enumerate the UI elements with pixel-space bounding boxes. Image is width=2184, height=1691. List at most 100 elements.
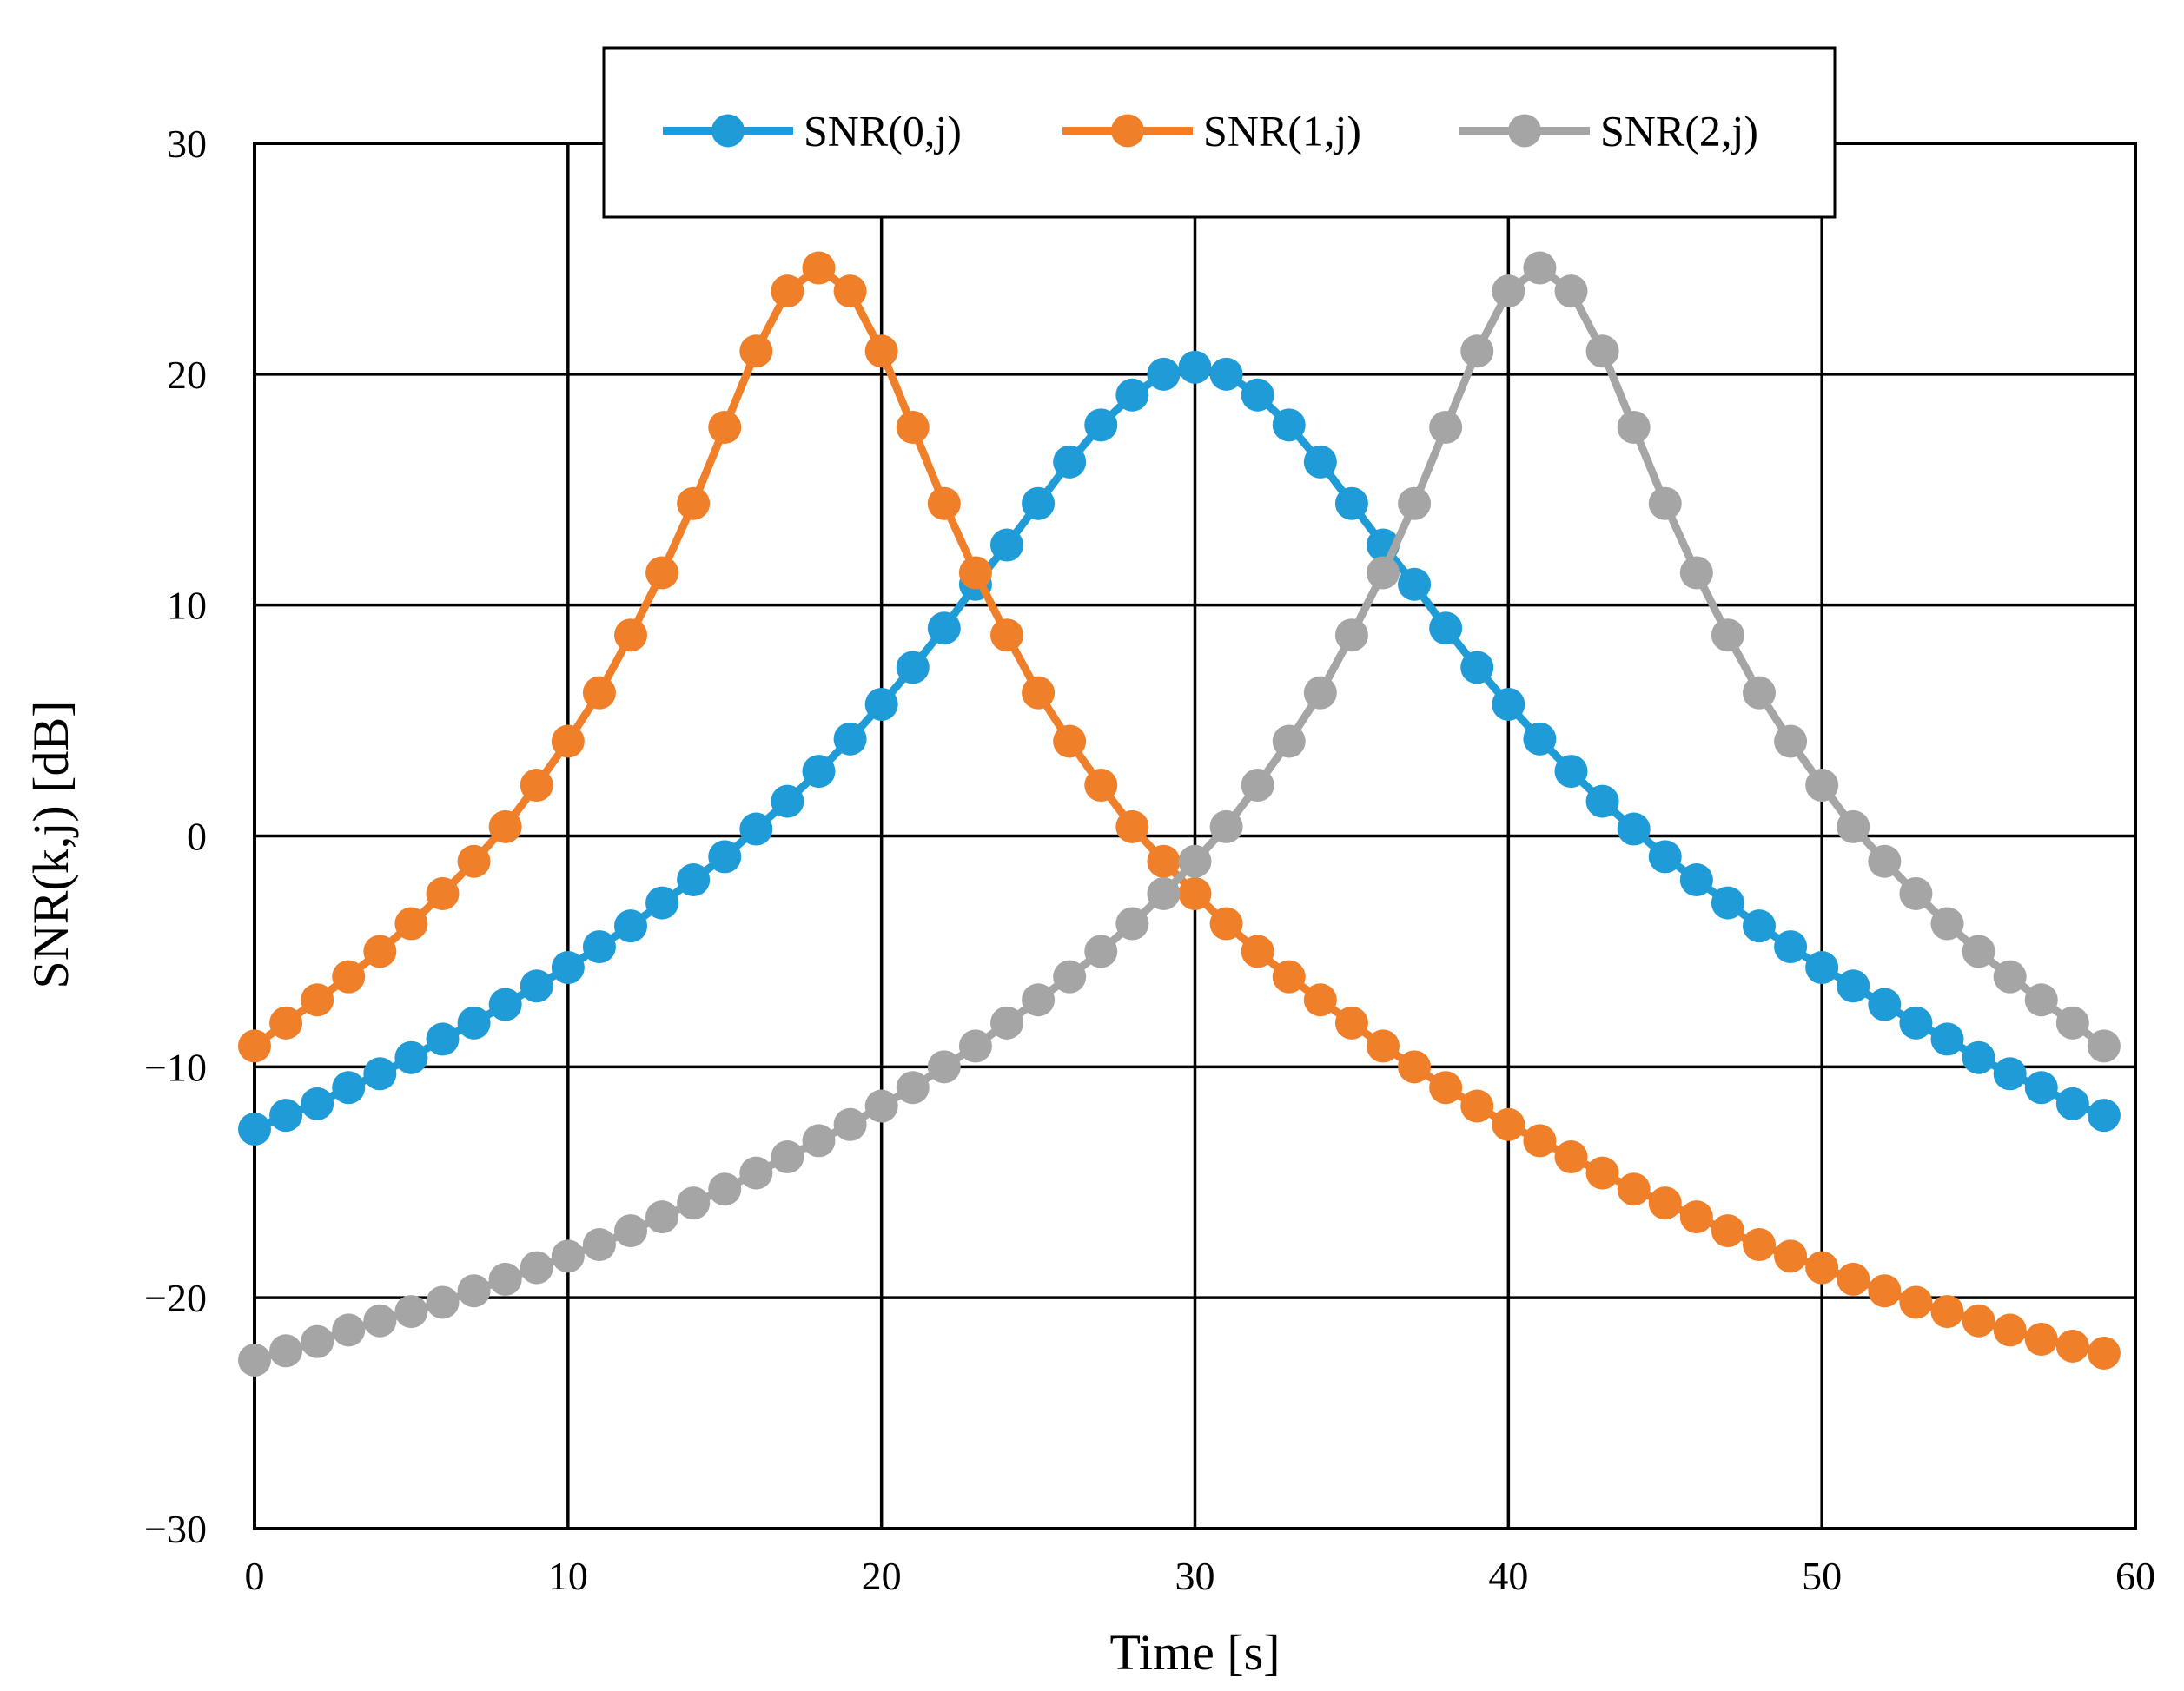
x-axis-title: Time [s] [1109, 1624, 1280, 1681]
data-point [1617, 410, 1651, 444]
data-point [1272, 408, 1306, 442]
y-tick-label: −10 [144, 1045, 207, 1089]
legend-label: SNR(1,j) [1203, 107, 1361, 155]
data-point [1053, 724, 1087, 758]
data-point [1837, 969, 1870, 1003]
data-point [1429, 1071, 1463, 1105]
data-point [2087, 1029, 2121, 1063]
legend-marker [711, 114, 745, 148]
data-point [1711, 1214, 1744, 1248]
legend-label: SNR(2,j) [1600, 107, 1758, 155]
data-point [1334, 486, 1368, 520]
data-point [1429, 611, 1463, 645]
x-tick-label: 30 [1175, 1554, 1215, 1598]
legend-entry: SNR(1,j) [1062, 107, 1361, 155]
data-point [614, 618, 647, 652]
data-point [1178, 844, 1212, 878]
data-point [1679, 1200, 1713, 1234]
data-point [1962, 1040, 1995, 1074]
data-point [1805, 1251, 1839, 1285]
data-point [1303, 983, 1337, 1017]
data-point [457, 844, 491, 878]
data-point [771, 274, 804, 308]
data-point [1993, 1313, 2027, 1347]
data-point [301, 1324, 334, 1358]
y-tick-label: 0 [187, 815, 207, 859]
series-0 [238, 350, 2121, 1146]
data-point [1554, 755, 1588, 789]
series-line [253, 264, 2107, 1364]
data-point [488, 1262, 522, 1296]
data-point [1993, 960, 2027, 994]
data-point [1585, 1156, 1619, 1190]
data-point [2055, 1006, 2089, 1040]
data-point [771, 784, 804, 818]
data-point [2024, 1071, 2058, 1105]
data-point [1460, 334, 1494, 368]
legend-marker [1111, 114, 1144, 148]
data-point [739, 334, 773, 368]
data-point [363, 935, 397, 968]
data-point [520, 969, 553, 1003]
data-point [927, 1050, 961, 1084]
data-point [1930, 907, 1964, 941]
data-point [896, 410, 930, 444]
data-point [1147, 357, 1181, 391]
data-point [1303, 676, 1337, 710]
data-point [864, 687, 898, 721]
data-point [1648, 1186, 1682, 1220]
data-point [1554, 1140, 1588, 1174]
data-point [739, 812, 773, 846]
data-point [2087, 1099, 2121, 1133]
y-tick-label: −30 [144, 1507, 207, 1551]
data-point [990, 1006, 1023, 1040]
y-axis-title: SNR(k,j) [dB] [23, 701, 79, 989]
data-point [363, 1057, 397, 1091]
data-point [2055, 1087, 2089, 1120]
data-point [802, 1124, 836, 1158]
data-point [1084, 769, 1118, 803]
data-point [864, 1089, 898, 1123]
data-point [1993, 1057, 2027, 1091]
x-tick-label: 40 [1488, 1554, 1528, 1598]
data-point [2024, 1323, 2058, 1357]
data-point [614, 1214, 647, 1248]
data-point [1303, 445, 1337, 479]
data-point [426, 1285, 460, 1319]
data-point [2024, 983, 2058, 1017]
data-point [1743, 909, 1776, 943]
data-point [833, 1107, 867, 1141]
data-point [1398, 1050, 1432, 1084]
data-point [1523, 1124, 1557, 1158]
data-point [1711, 886, 1744, 920]
y-tick-label: 30 [167, 122, 207, 166]
series-line [253, 363, 2106, 1133]
data-point [1648, 486, 1682, 520]
data-point [1492, 274, 1525, 308]
data-point [238, 1029, 271, 1063]
data-point [1241, 935, 1274, 968]
data-point [833, 274, 867, 308]
data-point [1837, 809, 1870, 843]
data-point [1617, 1172, 1651, 1206]
data-point [551, 951, 585, 985]
data-point [864, 334, 898, 368]
data-point [1805, 769, 1839, 803]
data-point [708, 410, 742, 444]
legend-entry: SNR(2,j) [1459, 107, 1758, 155]
data-point [1084, 935, 1118, 968]
data-point [645, 556, 679, 590]
legend: SNR(0,j) SNR(1,j) SNR(2,j) [602, 46, 1837, 219]
data-point [269, 1099, 303, 1133]
data-point [1774, 930, 1808, 964]
data-point [1209, 357, 1243, 391]
data-point [1585, 334, 1619, 368]
y-tick-label: 10 [167, 584, 207, 628]
data-point [1899, 1006, 1933, 1040]
data-point [771, 1140, 804, 1174]
data-point [2055, 1329, 2089, 1363]
legend-box [602, 46, 1837, 219]
data-point [896, 651, 930, 684]
data-point [958, 1029, 992, 1063]
